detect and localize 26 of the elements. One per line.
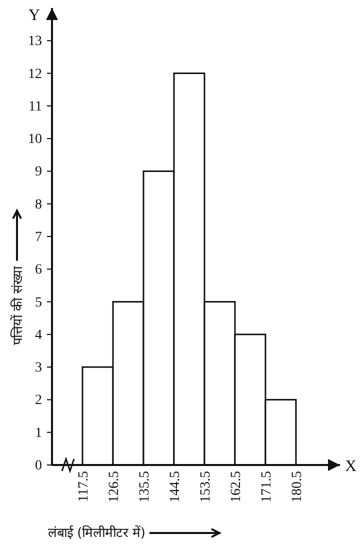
x-tick-label: 117.5 bbox=[76, 471, 92, 502]
x-axis-title: लंबाई (मिलीमीटर में) bbox=[48, 525, 146, 541]
y-tick-label: 7 bbox=[35, 230, 42, 245]
x-tick-label: 126.5 bbox=[106, 471, 122, 502]
y-tick-label: 0 bbox=[35, 458, 42, 474]
y-tick-label: 10 bbox=[28, 132, 42, 148]
y-tick-label: 12 bbox=[28, 66, 42, 82]
y-tick-label: 13 bbox=[28, 34, 42, 50]
y-tick-label: 8 bbox=[35, 197, 42, 212]
y-tick-label: 4 bbox=[35, 328, 42, 343]
y-tick-label: 1 bbox=[35, 426, 42, 441]
y-tick-label: 3 bbox=[35, 360, 42, 376]
y-tick-label: 9 bbox=[35, 164, 42, 180]
y-tick-label: 11 bbox=[28, 99, 42, 114]
x-tick-label: 144.5 bbox=[168, 471, 183, 502]
x-tick-label: 171.5 bbox=[259, 471, 274, 502]
x-tick-label: 162.5 bbox=[228, 471, 244, 502]
y-axis-title: पत्तियों की संख्या bbox=[10, 266, 26, 345]
y-tick-label: 2 bbox=[35, 393, 42, 408]
text: X bbox=[345, 458, 357, 475]
x-tick-label: 180.5 bbox=[290, 471, 305, 502]
y-tick-label: 5 bbox=[35, 295, 42, 310]
x-tick-label: 135.5 bbox=[137, 471, 152, 502]
x-tick-label: 153.5 bbox=[198, 471, 214, 502]
y-tick-label: 6 bbox=[35, 262, 42, 278]
text: Y bbox=[28, 7, 40, 24]
